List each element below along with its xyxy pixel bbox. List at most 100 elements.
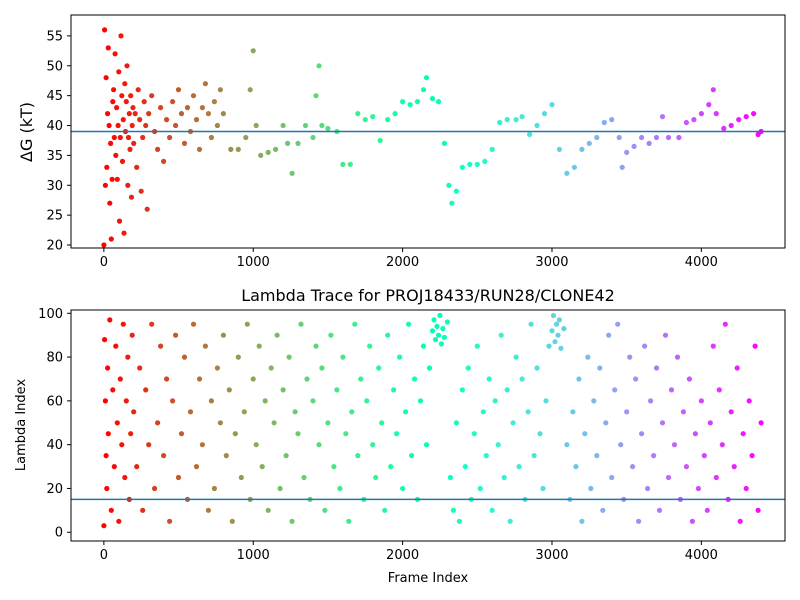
data-point	[624, 409, 630, 415]
data-point	[695, 485, 702, 492]
data-point	[106, 122, 112, 129]
data-point	[482, 158, 488, 164]
data-point	[205, 507, 211, 513]
data-point	[516, 464, 522, 470]
data-point	[120, 117, 126, 123]
data-point	[355, 111, 361, 117]
data-point	[394, 431, 400, 437]
data-point	[362, 117, 368, 123]
x-tick-label: 4000	[685, 548, 718, 563]
data-point	[440, 326, 446, 332]
data-point	[117, 134, 123, 141]
data-point	[211, 485, 217, 492]
data-point	[125, 182, 131, 188]
data-point	[285, 140, 291, 146]
data-point	[122, 81, 128, 87]
data-point	[549, 328, 555, 334]
data-point	[111, 464, 117, 470]
data-point	[104, 485, 110, 492]
data-point	[373, 474, 379, 481]
data-point	[149, 93, 155, 99]
data-point	[429, 328, 436, 334]
data-point	[108, 507, 114, 513]
data-point	[704, 507, 710, 513]
data-point	[692, 431, 699, 437]
data-point	[743, 114, 749, 120]
data-point	[250, 376, 256, 382]
data-point	[414, 99, 421, 105]
data-point	[247, 87, 253, 93]
data-point	[343, 431, 349, 437]
data-point	[698, 111, 705, 117]
data-point	[292, 409, 298, 415]
x-tick-label: 4000	[685, 255, 718, 270]
data-point	[114, 105, 120, 111]
data-point	[686, 376, 693, 382]
data-point	[423, 75, 430, 81]
data-point	[316, 63, 322, 69]
data-point	[513, 354, 519, 360]
data-point	[110, 99, 116, 105]
data-point	[228, 146, 234, 152]
lambda-plot-frame	[70, 309, 786, 542]
data-point	[719, 442, 725, 448]
data-point	[392, 111, 398, 117]
data-point	[400, 485, 406, 492]
data-point	[612, 387, 618, 393]
data-point	[367, 343, 373, 349]
data-point	[618, 442, 624, 448]
data-point	[205, 111, 211, 117]
x-tick-label: 0	[100, 548, 108, 563]
y-tick-label: 50	[46, 59, 63, 74]
data-point	[184, 105, 191, 111]
data-point	[636, 518, 642, 524]
delta-g-points	[101, 27, 764, 248]
y-tick-label: 40	[46, 438, 63, 453]
data-point	[126, 111, 132, 117]
data-point	[651, 453, 657, 459]
data-point	[400, 99, 406, 105]
data-point	[444, 319, 450, 325]
data-point	[434, 323, 440, 329]
data-point	[528, 321, 534, 327]
data-point	[477, 485, 483, 492]
data-point	[734, 365, 740, 371]
data-point	[746, 398, 752, 404]
data-point	[208, 134, 214, 141]
data-point	[597, 365, 603, 371]
data-point	[158, 343, 164, 349]
data-point	[671, 442, 678, 448]
data-point	[170, 99, 176, 105]
data-point	[513, 117, 519, 123]
delta-g-plot-frame	[70, 14, 786, 249]
data-point	[102, 337, 108, 343]
data-point	[144, 206, 150, 212]
data-point	[420, 87, 427, 93]
data-point	[585, 354, 591, 360]
data-point	[113, 343, 119, 349]
data-point	[271, 420, 277, 426]
data-point	[377, 137, 383, 144]
data-point	[334, 387, 340, 393]
data-point	[736, 117, 742, 123]
data-point	[441, 334, 447, 340]
data-point	[541, 111, 548, 117]
data-point	[102, 398, 108, 404]
data-point	[289, 170, 295, 176]
data-point	[116, 218, 123, 224]
data-point	[137, 365, 143, 371]
data-point	[101, 242, 107, 248]
data-point	[665, 474, 672, 481]
data-point	[447, 474, 453, 481]
data-point	[138, 188, 144, 194]
data-point	[123, 99, 129, 105]
data-point	[295, 140, 301, 146]
data-point	[467, 161, 473, 167]
data-point	[256, 343, 262, 349]
data-point	[118, 33, 124, 39]
data-point	[258, 152, 264, 158]
data-point	[382, 507, 388, 513]
data-point	[199, 105, 205, 111]
data-point	[130, 105, 136, 111]
